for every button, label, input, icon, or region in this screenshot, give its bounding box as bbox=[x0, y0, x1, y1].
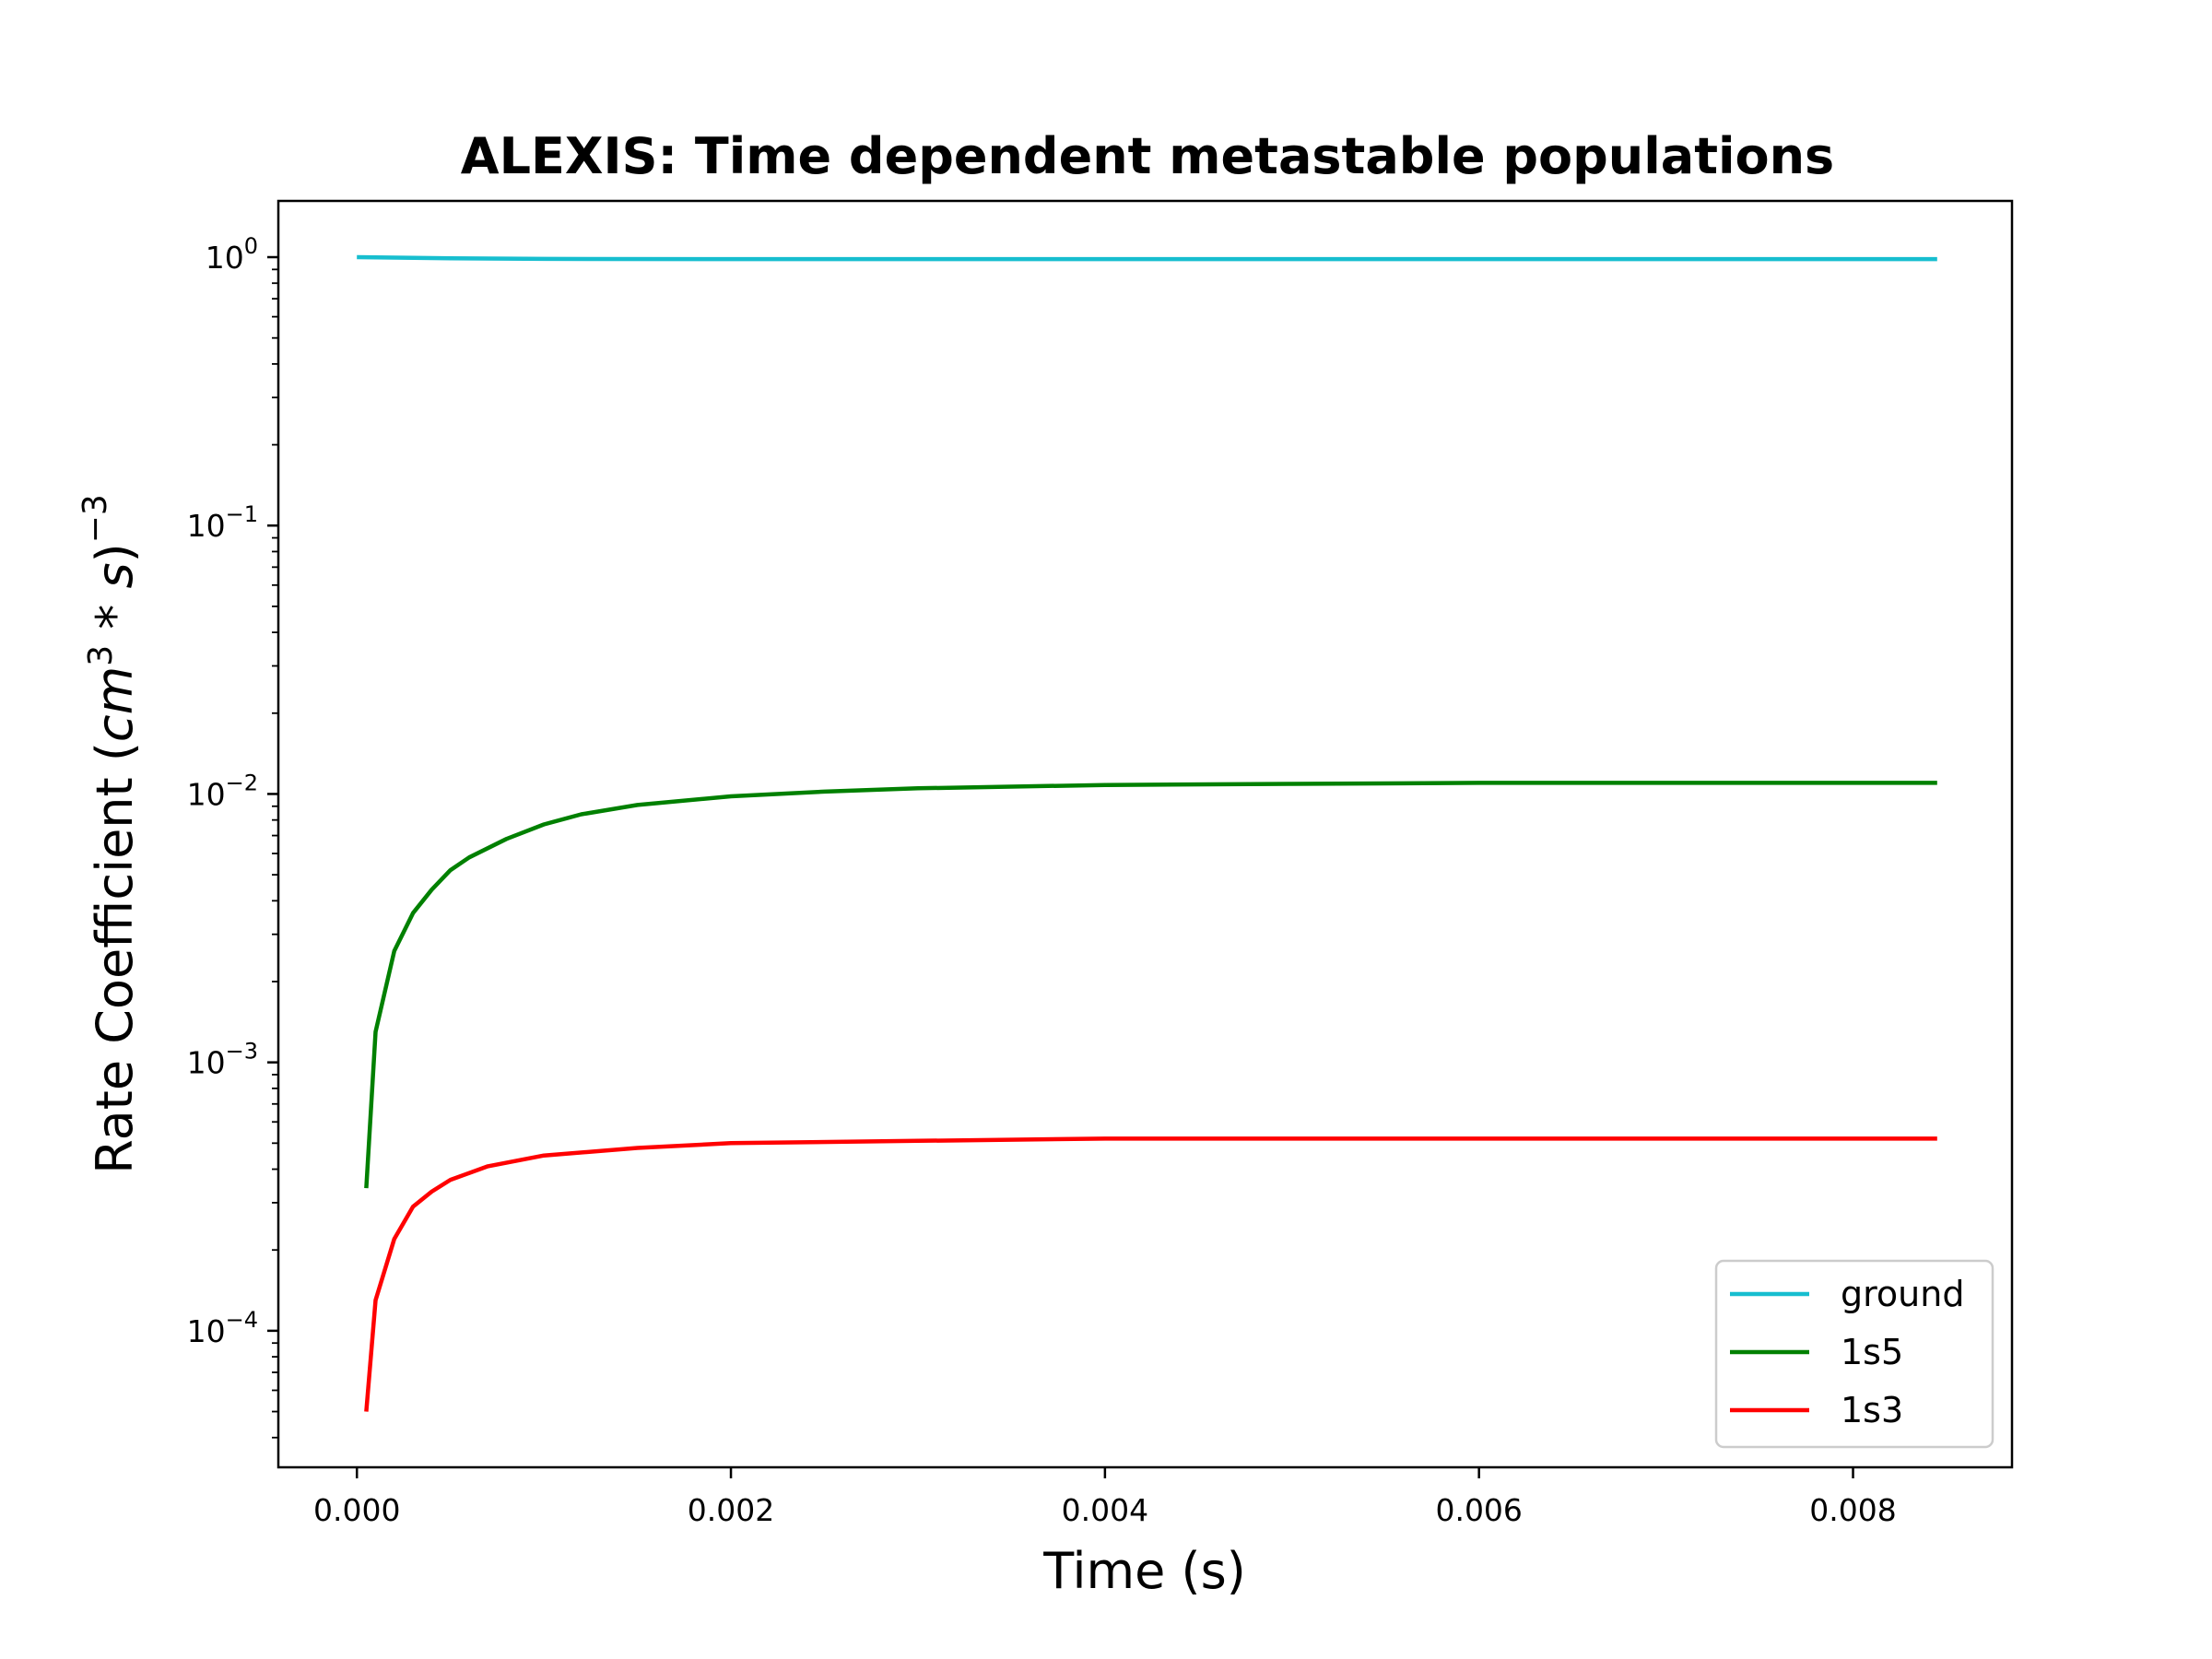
series-layer bbox=[357, 254, 1937, 1412]
chart-title: ALEXIS: Time dependent metastable popula… bbox=[461, 127, 1834, 185]
x-tick-label: 0.000 bbox=[313, 1492, 400, 1528]
series-line-1s5 bbox=[364, 781, 1937, 1189]
x-tick-label: 0.004 bbox=[1062, 1492, 1148, 1528]
legend-label-1s5: 1s5 bbox=[1841, 1332, 1903, 1372]
y-axis-title-op: * bbox=[86, 589, 144, 645]
y-tick-label: 10−1 bbox=[187, 501, 258, 544]
y-tick-label: 100 bbox=[206, 233, 258, 276]
y-tick-label: 10−2 bbox=[187, 770, 258, 812]
legend-label-ground: ground bbox=[1841, 1274, 1964, 1314]
y-axis-title-var1: cm bbox=[86, 666, 144, 742]
y-axis-title-close: ) bbox=[86, 543, 144, 562]
y-axis-title-sup2: −3 bbox=[76, 494, 114, 543]
legend: ground 1s5 1s3 bbox=[1714, 1259, 1994, 1449]
plot-area: 100 10−1 10−2 10−3 10−4 0.000 0.002 0.004 0.006… bbox=[187, 199, 2014, 1528]
series-line-1s3 bbox=[364, 1136, 1937, 1412]
legend-label-1s3: 1s3 bbox=[1841, 1390, 1903, 1430]
x-axis-title: Time (s) bbox=[1042, 1542, 1246, 1600]
x-tick-label: 0.006 bbox=[1435, 1492, 1522, 1528]
axes-frame bbox=[276, 199, 2014, 1469]
y-axis-title-text: Rate Coefficient ( bbox=[86, 742, 144, 1174]
legend-entries: ground 1s5 1s3 bbox=[1730, 1274, 1964, 1430]
x-tick-label: 0.002 bbox=[688, 1492, 774, 1528]
y-axis-title-sup1: 3 bbox=[82, 645, 120, 666]
series-line-ground bbox=[357, 254, 1937, 262]
y-axis: 100 10−1 10−2 10−3 10−4 bbox=[187, 233, 278, 1439]
legend-box bbox=[1714, 1259, 1994, 1449]
y-axis-title: Rate Coefficient (cm3 * s)−3 bbox=[76, 494, 144, 1174]
x-tick-label: 0.008 bbox=[1809, 1492, 1896, 1528]
y-tick-label: 10−3 bbox=[187, 1039, 258, 1081]
y-axis-title-var2: s bbox=[86, 562, 144, 588]
x-axis: 0.000 0.002 0.004 0.006 0.008 bbox=[313, 1467, 1897, 1528]
y-tick-label: 10−4 bbox=[187, 1307, 258, 1349]
